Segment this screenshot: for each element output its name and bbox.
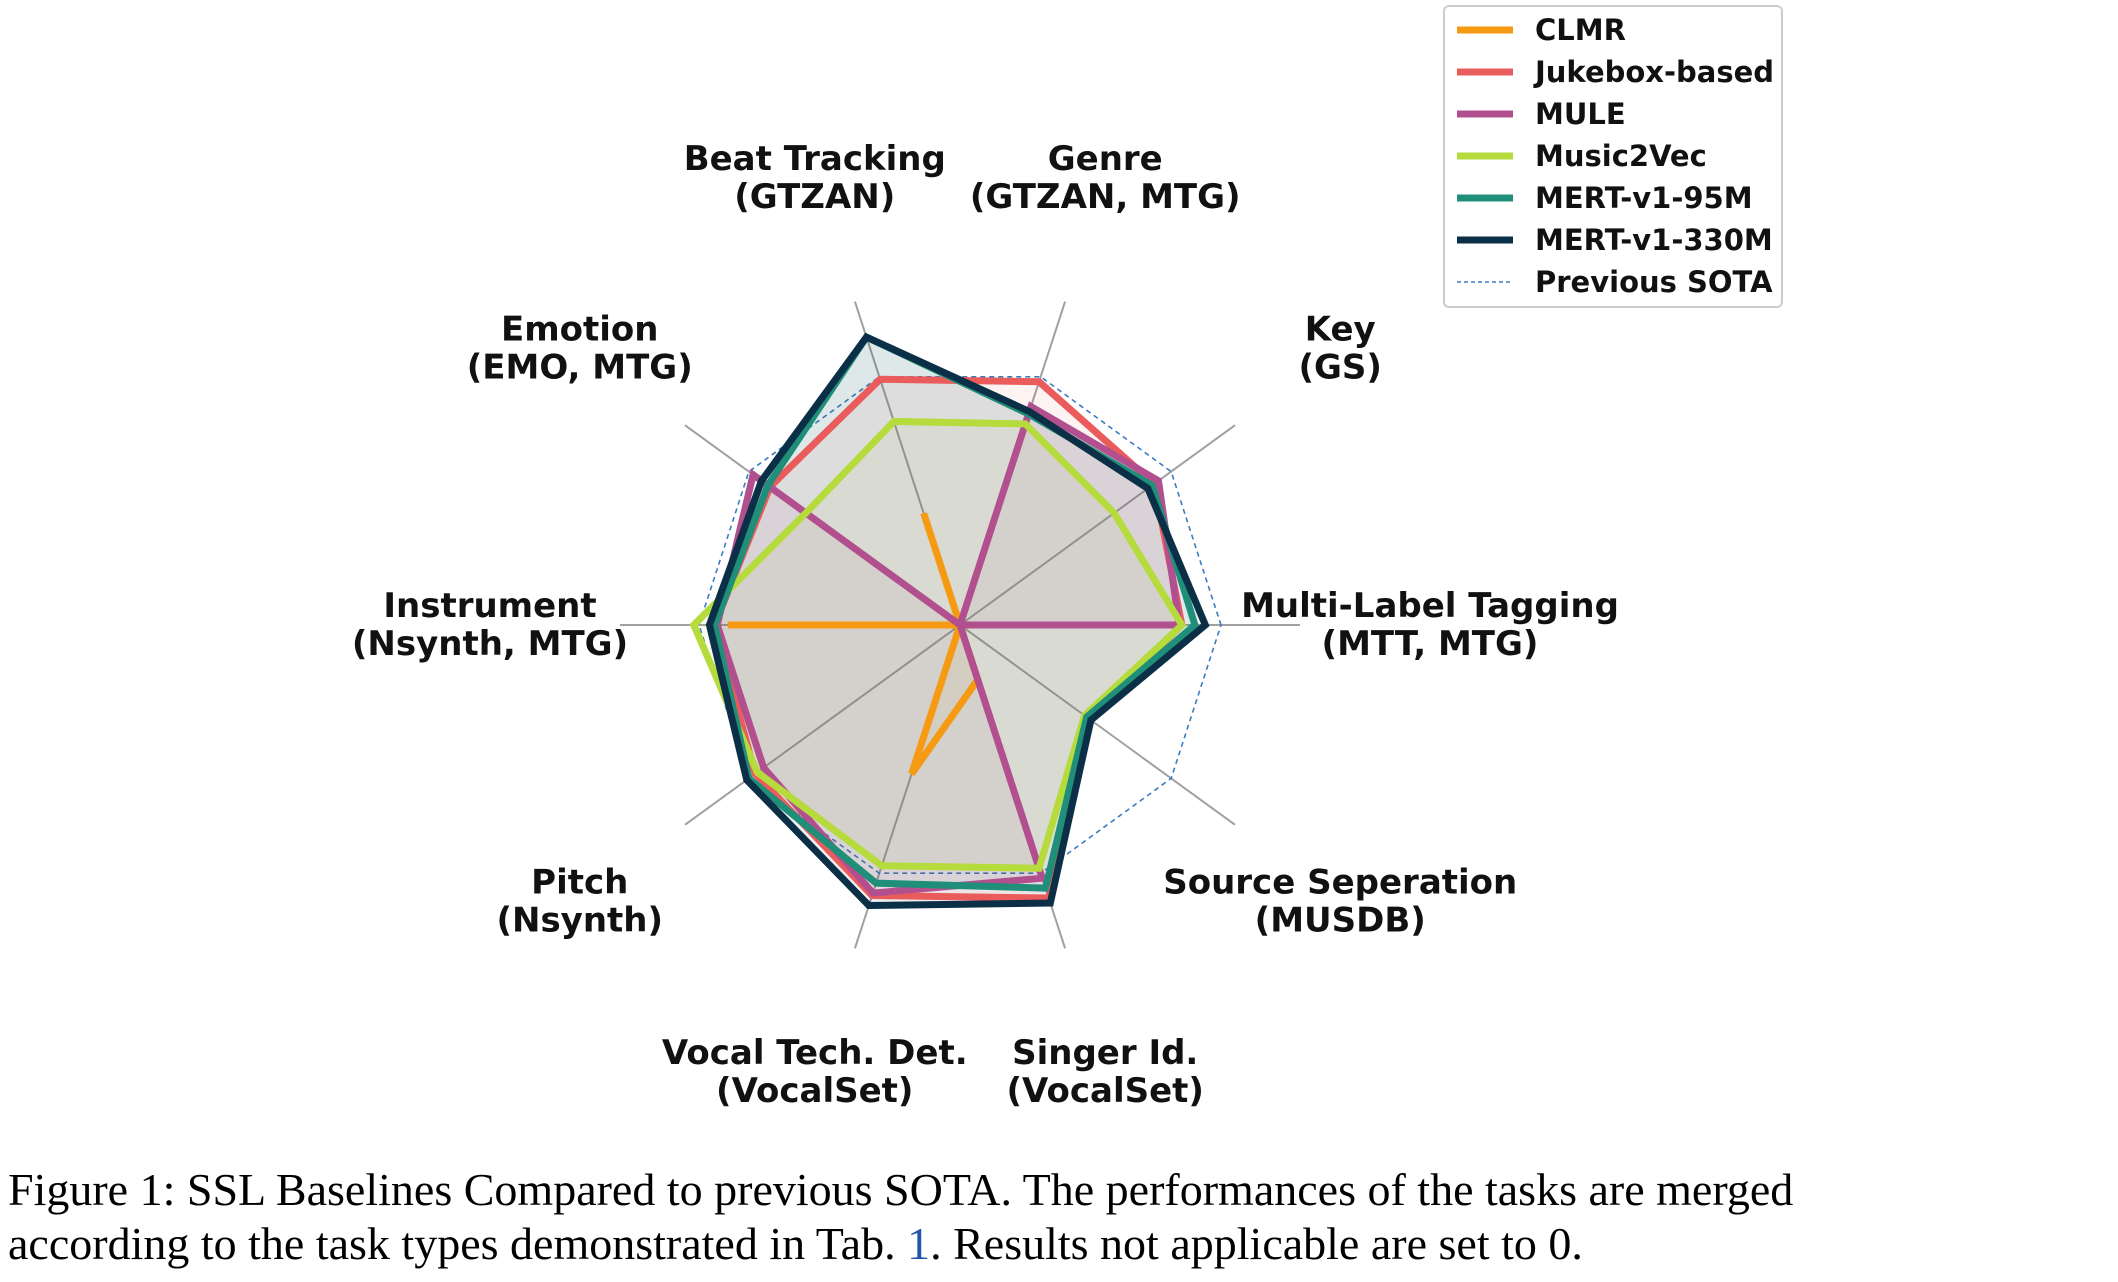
axis-label-multi-label-tagging: Multi-Label Tagging (MTT, MTG): [1241, 586, 1619, 664]
previous-sota-polygon: [698, 375, 1222, 875]
axis-label-pitch: Pitch (Nsynth): [496, 862, 663, 940]
series-line-music2vec: [689, 417, 1187, 872]
caption-line-2-start: according to the task types demonstrated…: [8, 1218, 908, 1269]
legend-item-mule: MULE: [1457, 97, 1626, 131]
legend-item-previous-sota: Previous SOTA: [1457, 265, 1773, 299]
legend-label: CLMR: [1535, 13, 1626, 47]
spoke-source-seperation: [959, 624, 1236, 826]
legend-label: MULE: [1535, 97, 1626, 131]
series-fill-music2vec: [693, 421, 1182, 869]
axis-label-beat-tracking: Beat Tracking (GTZAN): [684, 139, 946, 217]
table-reference-link[interactable]: 1: [907, 1218, 931, 1269]
axis-label-genre: Genre (GTZAN, MTG): [970, 139, 1241, 217]
caption-line-2: according to the task types demonstrated…: [8, 1217, 2118, 1271]
legend-item-clmr: CLMR: [1457, 13, 1626, 47]
legend-label: MERT-v1-95M: [1535, 181, 1753, 215]
legend-item-jukebox-based: Jukebox-based: [1457, 55, 1774, 89]
legend-label: Jukebox-based: [1533, 55, 1774, 89]
axis-labels: Multi-Label Tagging (MTT, MTG) Key (GS) Genr…: [352, 139, 1619, 1111]
radar-chart: Multi-Label Tagging (MTT, MTG) Key (GS) Genr…: [352, 5, 1783, 1111]
spoke-key: [959, 424, 1236, 626]
axis-label-singer-id: Singer Id. (VocalSet): [1007, 1033, 1204, 1111]
series-line-clmr: [727, 512, 982, 776]
previous-sota-outline: [698, 375, 1222, 875]
legend-label: Previous SOTA: [1535, 265, 1773, 299]
figure-caption: Figure 1: SSL Baselines Compared to prev…: [8, 1163, 2118, 1271]
series-line-mert-v1-330m: [705, 332, 1210, 910]
axis-label-source-seperation: Source Seperation (MUSDB): [1163, 862, 1517, 940]
caption-line-2-end: . Results not applicable are set to 0.: [930, 1218, 1583, 1269]
legend-item-mert-v1-330m: MERT-v1-330M: [1457, 223, 1773, 257]
axis-label-key: Key (GS): [1298, 310, 1381, 388]
legend-label: MERT-v1-330M: [1535, 223, 1773, 257]
spoke-pitch: [684, 624, 961, 826]
axis-label-vocal-tech-det: Vocal Tech. Det. (VocalSet): [662, 1033, 968, 1111]
legend-label: Music2Vec: [1535, 139, 1707, 173]
legend-item-mert-v1-95m: MERT-v1-95M: [1457, 181, 1753, 215]
axis-label-instrument: Instrument (Nsynth, MTG): [352, 586, 628, 664]
legend-frame: [1443, 5, 1783, 308]
series-fill-jukebox-based: [714, 379, 1182, 899]
legend-item-music2vec: Music2Vec: [1457, 139, 1707, 173]
series-lines: [689, 332, 1210, 910]
legend: CLMR Jukebox-based MULE Music2Vec MERT-v1-95…: [1443, 5, 1783, 308]
axis-label-emotion: Emotion (EMO, MTG): [467, 310, 693, 388]
caption-line-1: Figure 1: SSL Baselines Compared to prev…: [8, 1164, 1794, 1215]
